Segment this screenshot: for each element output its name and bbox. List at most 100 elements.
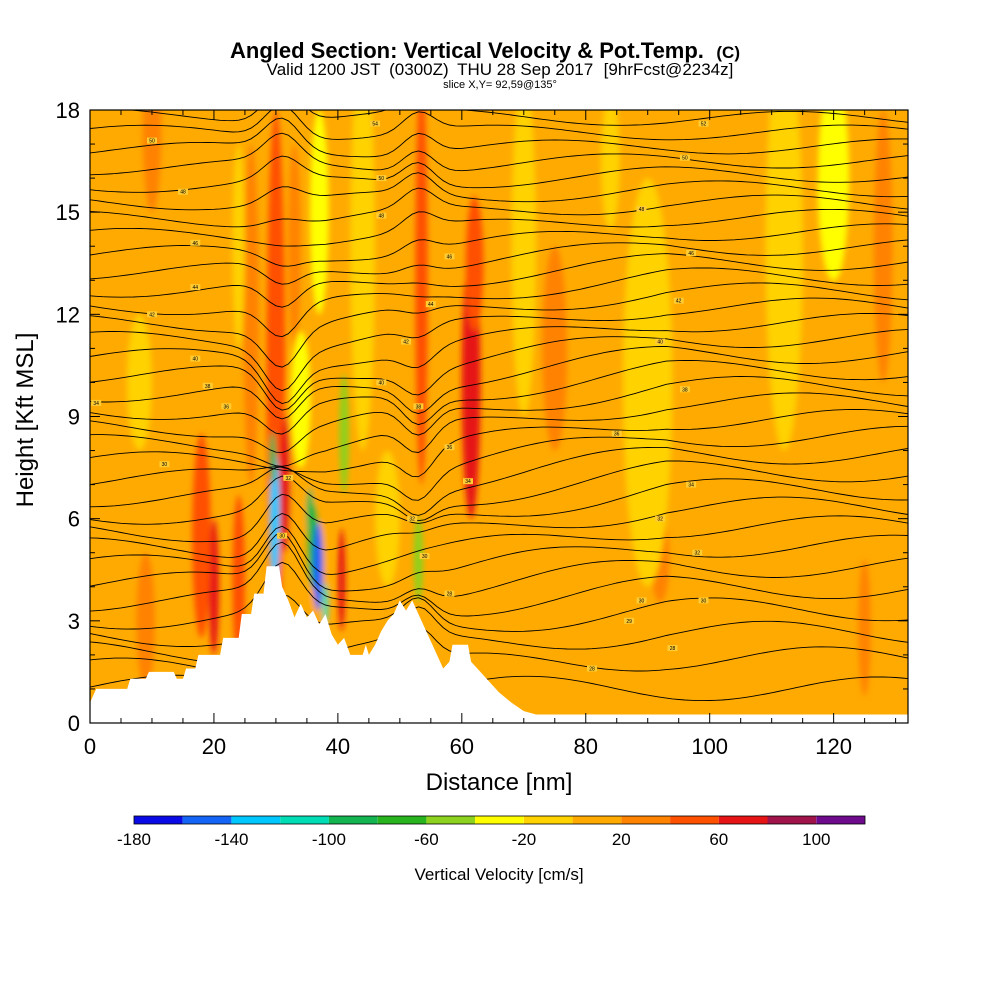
isotherm-label: 32 (286, 476, 292, 482)
x-tick-label: 100 (691, 734, 728, 759)
velocity-patch (232, 144, 245, 349)
velocity-patch (339, 373, 349, 494)
isotherm-label-bg (159, 461, 170, 468)
isotherm-line (90, 496, 908, 558)
y-tick-label: 3 (68, 609, 80, 634)
velocity-patch (561, 110, 611, 383)
isotherm-line (90, 532, 908, 592)
isotherm-line (90, 515, 908, 575)
isotherm-line (90, 297, 908, 392)
colorbar-swatch (621, 816, 670, 824)
isotherm-label-bg (667, 645, 678, 652)
isotherm-label-bg (190, 284, 201, 291)
isotherm-labels: 28 28 29 30 30 32 32 34 36 38 40 42 46 48 50 52 40 42 44 46… (91, 120, 709, 673)
velocity-patch (279, 416, 291, 553)
isotherm-line (90, 208, 908, 247)
colorbar-swatch (280, 816, 329, 824)
isotherm-line (90, 239, 908, 285)
isotherm-label-bg (376, 175, 387, 182)
isotherm-label: 48 (379, 214, 385, 220)
isotherm-label: 32 (695, 551, 701, 557)
isotherm-label: 44 (428, 302, 434, 308)
velocity-patch (511, 110, 537, 417)
colorbar-swatch (231, 816, 281, 824)
y-axis-label: Height [Kft MSL] (12, 333, 39, 508)
chart-subtitle: Valid 1200 JST (0300Z) THU 28 Sep 2017 [… (267, 60, 734, 79)
isotherm-label-bg (444, 253, 455, 260)
isotherm-label-bg (401, 338, 411, 345)
isotherm-line (90, 360, 908, 435)
isotherm-label: 30 (701, 598, 707, 604)
isotherm-label: 44 (193, 285, 199, 291)
isotherm-line (90, 253, 908, 308)
isotherm-label-bg (673, 297, 684, 304)
velocity-patch (350, 110, 376, 451)
velocity-patch (142, 110, 162, 213)
terrain-mask (90, 566, 908, 723)
isotherm-label: 50 (379, 176, 385, 182)
isotherm-label: 52 (701, 122, 707, 128)
velocity-patch (765, 110, 803, 451)
velocity-patch (691, 178, 729, 451)
colorbar-tick-label: 60 (709, 830, 728, 849)
velocity-patch (243, 143, 259, 485)
isotherm-label: 34 (688, 483, 694, 489)
isotherm-label: 40 (193, 357, 199, 363)
velocity-patch (337, 528, 346, 632)
colorbar-label: Vertical Velocity [cm/s] (414, 865, 583, 884)
colorbar-tick-label: -60 (414, 830, 439, 849)
isotherm-label: 28 (670, 646, 676, 652)
isotherm-line (90, 312, 908, 404)
colorbar-swatch (426, 816, 476, 824)
velocity-patch (313, 522, 323, 611)
isotherm-label: 54 (372, 122, 378, 128)
isotherm-label-bg (463, 478, 473, 485)
isotherm-label-bg (283, 474, 294, 481)
colorbar-frame (133, 815, 866, 825)
isotherm-label-bg (444, 590, 455, 597)
velocity-patch (291, 331, 311, 468)
isotherm-label: 46 (193, 241, 199, 247)
isotherm-label-bg (178, 188, 188, 195)
isotherm-label: 50 (682, 156, 688, 162)
colorbar-swatch (377, 816, 427, 824)
forecast-info: [9hrFcst@2234z] (604, 60, 734, 79)
isotherm-line (90, 392, 908, 467)
isotherm-label-bg (679, 154, 690, 161)
isotherm-label: 42 (149, 312, 155, 318)
isotherm-label-bg (624, 617, 635, 624)
isotherm-line (90, 561, 908, 630)
velocity-patch (322, 583, 329, 625)
isotherm-line (90, 478, 908, 543)
isotherm-label: 36 (224, 404, 230, 410)
colorbar-tick-label: 100 (802, 830, 830, 849)
x-axis: 0 20 40 60 80 100 120 (84, 110, 897, 759)
theta-isotherms (90, 110, 908, 702)
valid-zulu: (0300Z) (389, 60, 449, 79)
x-axis-label: Distance [nm] (426, 769, 573, 796)
isotherm-label: 38 (416, 404, 422, 410)
isotherm-line (90, 541, 908, 612)
velocity-patch (858, 559, 871, 696)
isotherm-label-bg (147, 311, 157, 318)
isotherm-line (90, 172, 908, 211)
isotherm-label-bg (686, 250, 697, 256)
isotherm-label-bg (190, 355, 201, 362)
isotherm-label: 48 (639, 207, 645, 213)
isotherm-line (90, 282, 908, 368)
colorbar-swatch (767, 816, 817, 824)
y-tick-label: 18 (56, 98, 80, 123)
x-tick-label: 20 (202, 734, 226, 759)
velocity-patch (208, 518, 219, 655)
isotherm-label-bg (698, 120, 709, 127)
isotherm-line (90, 267, 908, 338)
isotherm-line (90, 345, 908, 420)
isotherm-label-bg (419, 553, 430, 560)
isotherm-label: 29 (626, 619, 632, 625)
colorbar-swatch (328, 816, 378, 824)
isotherm-line (90, 408, 908, 478)
velocity-patch (413, 516, 423, 603)
isotherm-line (90, 132, 908, 176)
